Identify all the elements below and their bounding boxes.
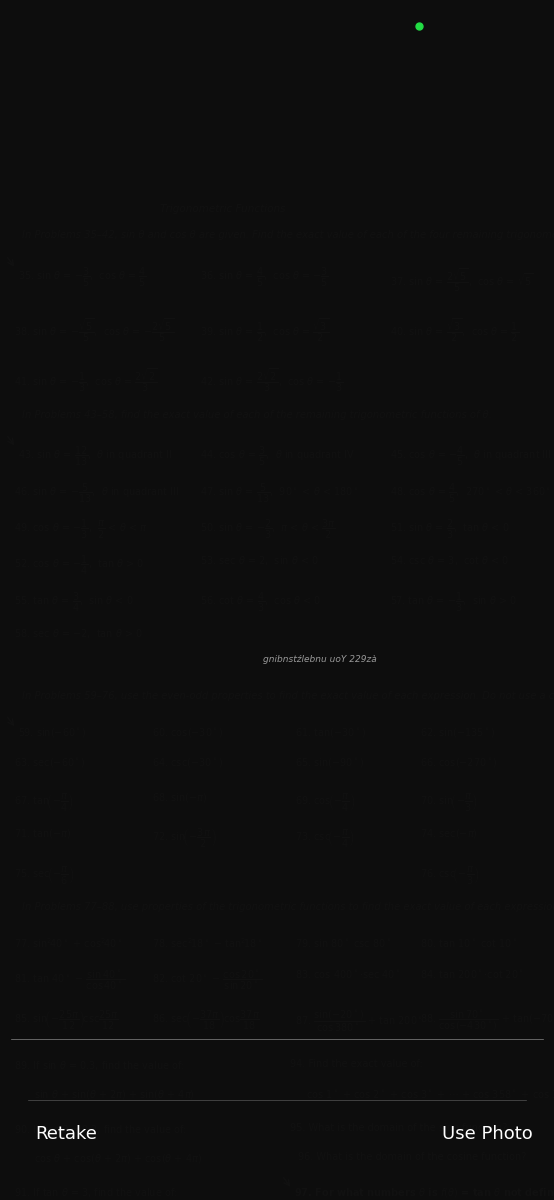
Text: 56. cot $\theta$ = $\dfrac{4}{3}$,  cos $\theta$ < 0: 56. cot $\theta$ = $\dfrac{4}{3}$, cos $… (200, 590, 321, 614)
Text: 66. cos($-270^\circ$): 66. cos($-270^\circ$) (420, 756, 498, 769)
Text: 35. sin $\theta$ = $-\dfrac{3}{5}$,  cos $\theta$ = $\dfrac{4}{5}$: 35. sin $\theta$ = $-\dfrac{3}{5}$, cos … (18, 266, 147, 289)
Text: In Problems 35–42, sin θ and cos θ are given. Find the exact value of each of th: In Problems 35–42, sin θ and cos θ are g… (22, 229, 554, 240)
Text: 47. sin $\theta$ = $\dfrac{5}{13}$,  90$^\circ$ < $\theta$ < 180$^\circ$: 47. sin $\theta$ = $\dfrac{5}{13}$, 90$^… (200, 481, 358, 504)
Text: 73. csc$\!\left(-\dfrac{\pi}{4}\right)$: 73. csc$\!\left(-\dfrac{\pi}{4}\right)$ (295, 827, 355, 850)
Text: Retake: Retake (35, 1124, 98, 1142)
Text: 76. csc$\!\left(-\dfrac{\pi}{3}\right)$: 76. csc$\!\left(-\dfrac{\pi}{3}\right)$ (420, 864, 480, 886)
Text: sin $\theta$ + sin($\theta$ + 2$\pi$) + sin($\theta$ + 4$\pi$): sin $\theta$ + sin($\theta$ + 2$\pi$) + … (34, 1088, 195, 1100)
Text: 78. sec$^2\!18^\circ$ $-$ tan$^2\!18^\circ$: 78. sec$^2\!18^\circ$ $-$ tan$^2\!18^\ci… (152, 936, 263, 950)
Text: 69. cos$\!\left(-\dfrac{\pi}{4}\right)$: 69. cos$\!\left(-\dfrac{\pi}{4}\right)$ (295, 791, 355, 812)
Text: 70. sin$\!\left(-\dfrac{\pi}{3}\right)$: 70. sin$\!\left(-\dfrac{\pi}{3}\right)$ (420, 791, 478, 812)
Text: 85. sin$\!\left(-\dfrac{25\pi}{12}\right)\!$csc$\dfrac{25\pi}{12}$: 85. sin$\!\left(-\dfrac{25\pi}{12}\right… (14, 1009, 119, 1032)
Text: 50. sin $\theta$ = $-\dfrac{2}{3}$,  $\pi$ < $\theta$ < $\dfrac{3\pi}{2}$: 50. sin $\theta$ = $-\dfrac{2}{3}$, $\pi… (200, 518, 336, 541)
Text: 81. tan 40$^\circ$ $-$ $\dfrac{\sin 40^\circ}{\cos 40^\circ}$: 81. tan 40$^\circ$ $-$ $\dfrac{\sin 40^\… (14, 968, 126, 991)
Text: 88. $\dfrac{\sin 70^\circ}{\cos(-430^\circ)}$ + tan($-70^\circ$): 88. $\dfrac{\sin 70^\circ}{\cos(-430^\ci… (420, 1009, 554, 1033)
Text: 55. tan $\theta$ = $\dfrac{3}{4}$,  sin $\theta$ < 0: 55. tan $\theta$ = $\dfrac{3}{4}$, sin $… (14, 590, 134, 614)
Text: 52. cos $\theta$ = $-\dfrac{1}{4}$,  tan $\theta$ > 0: 52. cos $\theta$ = $-\dfrac{1}{4}$, tan … (14, 554, 144, 577)
Text: 74. sec$(-\pi)$: 74. sec$(-\pi)$ (420, 827, 478, 840)
Text: 65. sin($-90^\circ$): 65. sin($-90^\circ$) (295, 756, 364, 769)
Text: 43. sin $\theta$ = $\dfrac{12}{13}$,  $\theta$ in quadrant II: 43. sin $\theta$ = $\dfrac{12}{13}$, $\t… (18, 445, 172, 468)
Text: 79. sin 80$^\circ$ csc 80$^\circ$: 79. sin 80$^\circ$ csc 80$^\circ$ (295, 936, 392, 948)
Text: gnibnstźlebnu uoY 229zà: gnibnstźlebnu uoY 229zà (263, 655, 377, 664)
Text: 95. What is the domain of the sine function?: 95. What is the domain of the sine funct… (290, 1123, 507, 1133)
Text: 75. sec$\!\left(-\dfrac{\pi}{6}\right)$: 75. sec$\!\left(-\dfrac{\pi}{6}\right)$ (14, 864, 74, 886)
Text: 48. cos $\theta$ = $\dfrac{4}{5}$,  270$^\circ$ < $\theta$ < 360$^\circ$: 48. cos $\theta$ = $\dfrac{4}{5}$, 270$^… (390, 481, 551, 504)
Text: 68. sin$(-\pi)$: 68. sin$(-\pi)$ (152, 791, 207, 804)
Text: 84. tan 200$^\circ$$\cdot$cot 20$^\circ$: 84. tan 200$^\circ$$\cdot$cot 20$^\circ$ (420, 968, 524, 980)
Text: In Problems 59–76, use the even-odd properties to find the exact value of each e: In Problems 59–76, use the even-odd prop… (22, 691, 554, 701)
Text: 72. sin$\!\left(-\dfrac{3\pi}{2}\right)$: 72. sin$\!\left(-\dfrac{3\pi}{2}\right)$ (152, 827, 217, 850)
Text: 63. sec($-60^\circ$): 63. sec($-60^\circ$) (14, 756, 86, 769)
Text: 39. sin $\theta$ = $\dfrac{1}{2}$,  cos $\theta$ = $\dfrac{\sqrt{3}}{2}$: 39. sin $\theta$ = $\dfrac{1}{2}$, cos $… (200, 317, 329, 344)
Text: 57. tan $\theta$ = $-\dfrac{1}{3}$,  sin $\theta$ > 0: 57. tan $\theta$ = $-\dfrac{1}{3}$, sin … (390, 590, 517, 614)
Text: 77. sin$^2\!40^\circ$ + cos$^2\!40^\circ$: 77. sin$^2\!40^\circ$ + cos$^2\!40^\circ… (14, 936, 122, 950)
Text: 51. sin $\theta$ = $\dfrac{2}{3}$,  tan $\theta$ < 0: 51. sin $\theta$ = $\dfrac{2}{3}$, tan $… (390, 518, 510, 541)
Text: 80. tan 10$^\circ$ cot 10$^\circ$: 80. tan 10$^\circ$ cot 10$^\circ$ (420, 936, 518, 948)
Text: 49. cos $\theta$ = $-\dfrac{1}{3}$,  $\dfrac{\pi}{2}$ < $\theta$ < $\pi$: 49. cos $\theta$ = $-\dfrac{1}{3}$, $\df… (14, 518, 147, 541)
Text: In Problems 77–88, use properties of the trigonometric functions to find the exa: In Problems 77–88, use properties of the… (22, 902, 554, 912)
Text: 90. If cos $\theta$ = 0.2, find the value of:: 90. If cos $\theta$ = 0.2, find the valu… (14, 1123, 187, 1135)
Text: 83. cos 400$^\circ$$\cdot$sec 40$^\circ$: 83. cos 400$^\circ$$\cdot$sec 40$^\circ$ (295, 968, 401, 980)
Text: 61. tan($-30^\circ$): 61. tan($-30^\circ$) (295, 726, 366, 739)
Text: 59. sin($-60^\circ$): 59. sin($-60^\circ$) (18, 726, 87, 739)
Text: 71. tan$(-\pi)$: 71. tan$(-\pi)$ (14, 827, 71, 840)
Text: 97. For what numbers $\theta$ is $f(\theta)$ = tan $\theta$ not defined?: 97. For what numbers $\theta$ is $f(\the… (294, 1187, 554, 1200)
Text: 58. sec $\theta$ = $-2$,  tan $\theta$ > 0: 58. sec $\theta$ = $-2$, tan $\theta$ > … (14, 628, 143, 641)
Text: 60. cos($-30^\circ$): 60. cos($-30^\circ$) (152, 726, 224, 739)
Text: 40. sin $\theta$ = $\dfrac{\sqrt{3}}{2}$,  cos $\theta$ = $\dfrac{1}{2}$: 40. sin $\theta$ = $\dfrac{\sqrt{3}}{2}$… (390, 317, 519, 344)
Text: 94. Find the exact value of:: 94. Find the exact value of: (290, 1058, 423, 1069)
Text: 44. cos $\theta$ = $\dfrac{3}{5}$,  $\theta$ in quadrant IV: 44. cos $\theta$ = $\dfrac{3}{5}$, $\the… (200, 445, 355, 468)
Text: In Problems 43–58, find the exact value of each of the remaining trigonometric f: In Problems 43–58, find the exact value … (22, 410, 492, 420)
Text: 62. sin($-135^\circ$): 62. sin($-135^\circ$) (420, 726, 495, 739)
Text: 86. sec$\!\left(-\dfrac{37\pi}{18}\right)\!$cos$\dfrac{37\pi}{18}$: 86. sec$\!\left(-\dfrac{37\pi}{18}\right… (152, 1009, 260, 1032)
Text: 41. sin $\theta$ = $-\dfrac{1}{3}$,  cos $\theta$ = $\dfrac{2\sqrt{2}}{3}$: 41. sin $\theta$ = $-\dfrac{1}{3}$, cos … (14, 366, 157, 394)
Text: 46. sin $\theta$ = $-\dfrac{5}{13}$,  $\theta$ in quadrant III: 46. sin $\theta$ = $-\dfrac{5}{13}$, $\t… (14, 481, 179, 504)
Text: Trigonometric Functions: Trigonometric Functions (160, 204, 285, 215)
Text: 87. $\dfrac{\sin(-20^\circ)}{\cos 380^\circ}$ + tan 200$^\circ$: 87. $\dfrac{\sin(-20^\circ)}{\cos 380^\c… (295, 1009, 423, 1033)
Text: Use Photo: Use Photo (442, 1124, 533, 1142)
Text: 91. If tan $\theta$ = 3, find the value of:: 91. If tan $\theta$ = 3, find the value … (14, 1187, 178, 1200)
Text: 53. sec $\theta$ = 2,  sin $\theta$ < 0: 53. sec $\theta$ = 2, sin $\theta$ < 0 (200, 554, 319, 568)
Text: 96. What is the domain of the cosine function?: 96. What is the domain of the cosine fun… (298, 1152, 526, 1162)
Text: 67. tan$\!\left(-\dfrac{\pi}{4}\right)$: 67. tan$\!\left(-\dfrac{\pi}{4}\right)$ (14, 791, 74, 812)
Text: 38. sin $\theta$ = $-\dfrac{\sqrt{5}}{5}$,  cos $\theta$ = $-\dfrac{2\sqrt{5}}{5: 38. sin $\theta$ = $-\dfrac{\sqrt{5}}{5}… (14, 317, 174, 344)
Text: 82. cot 20$^\circ$ $-$ $\dfrac{\cos 20^\circ}{\sin 20^\circ}$: 82. cot 20$^\circ$ $-$ $\dfrac{\cos 20^\… (152, 968, 263, 991)
Text: 37. sin $\theta$ = $\dfrac{2\sqrt{5}}{5}$,  cos $\theta$ = $\sqrt{5}$: 37. sin $\theta$ = $\dfrac{2\sqrt{5}}{5}… (390, 266, 534, 294)
Text: 45. cos $\theta$ = $-\dfrac{4}{5}$,  $\theta$ in quadrant III: 45. cos $\theta$ = $-\dfrac{4}{5}$, $\th… (390, 445, 552, 468)
Text: cos $\theta$ + cos($\theta$ + 2$\pi$) + cos($\theta$ + 4$\pi$): cos $\theta$ + cos($\theta$ + 2$\pi$) + … (34, 1152, 202, 1165)
Text: cos 1$^\circ$ + cos 2$^\circ$ + cos 3$^\circ$ + $\cdots$ + cos 358$^\circ$ + cos: cos 1$^\circ$ + cos 2$^\circ$ + cos 3$^\… (306, 1088, 554, 1100)
Text: 54. csc $\theta$ = 3,  cot $\theta$ < 0: 54. csc $\theta$ = 3, cot $\theta$ < 0 (390, 554, 510, 568)
Text: 89. If sin $\theta$ = 0.3, find the value of:: 89. If sin $\theta$ = 0.3, find the valu… (14, 1058, 185, 1072)
Text: 36. sin $\theta$ = $\dfrac{4}{5}$,  cos $\theta$ = $-\dfrac{3}{5}$: 36. sin $\theta$ = $\dfrac{4}{5}$, cos $… (200, 266, 329, 289)
Text: 64. csc($-30^\circ$): 64. csc($-30^\circ$) (152, 756, 223, 769)
Text: 42. sin $\theta$ = $\dfrac{2\sqrt{2}}{3}$,  cos $\theta$ = $-\dfrac{1}{3}$: 42. sin $\theta$ = $\dfrac{2\sqrt{2}}{3}… (200, 366, 343, 394)
